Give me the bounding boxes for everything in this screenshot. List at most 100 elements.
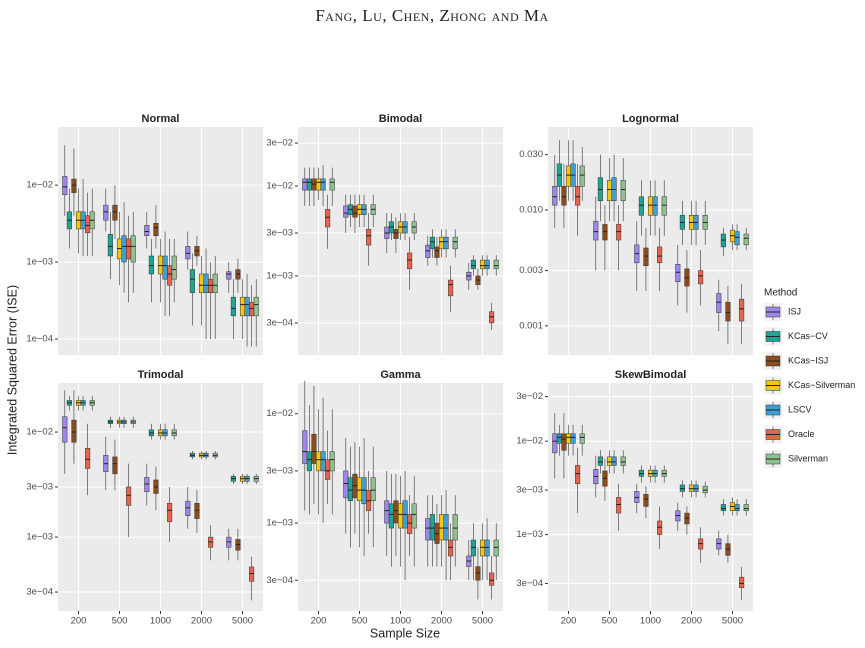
- box: [244, 296, 250, 317]
- box: [606, 180, 613, 202]
- y-tick-label: 3e−04: [516, 578, 543, 589]
- box: [438, 514, 445, 541]
- box: [315, 451, 322, 472]
- y-tick-label: 3e−03: [516, 485, 543, 496]
- box: [448, 279, 454, 297]
- box: [556, 433, 562, 444]
- x-axis-title: Sample Size: [370, 626, 440, 640]
- box: [429, 236, 435, 250]
- box: [112, 204, 118, 221]
- box: [352, 205, 358, 218]
- y-tick-label: 3e−03: [266, 228, 293, 239]
- box: [112, 456, 118, 475]
- box: [315, 178, 322, 191]
- box: [438, 236, 445, 250]
- box: [425, 518, 431, 541]
- box: [561, 433, 567, 451]
- box: [71, 178, 77, 193]
- box: [167, 265, 173, 286]
- box: [597, 456, 603, 466]
- panel-title: Bimodal: [379, 113, 422, 125]
- x-tick-label: 1000: [640, 616, 661, 627]
- box: [606, 456, 613, 466]
- x-tick-label: 2000: [431, 616, 452, 627]
- box: [443, 514, 449, 541]
- box: [103, 204, 109, 221]
- box: [720, 504, 726, 512]
- box: [347, 477, 353, 502]
- box: [157, 255, 164, 275]
- y-tick-label: 1e−03: [26, 532, 53, 543]
- box: [167, 503, 173, 523]
- box: [185, 246, 191, 260]
- x-tick-label: 2000: [191, 616, 212, 627]
- y-tick-label: 1e−03: [26, 257, 53, 268]
- box: [470, 259, 476, 270]
- box: [493, 259, 499, 270]
- box: [602, 224, 608, 241]
- panel-title: Lognormal: [622, 113, 679, 125]
- box: [479, 539, 486, 557]
- box: [484, 539, 490, 557]
- x-tick-label: 5000: [722, 616, 743, 627]
- box: [144, 477, 150, 493]
- box: [688, 484, 695, 492]
- y-tick-label: 0.001: [519, 320, 543, 331]
- y-tick-label: 1e−04: [26, 334, 53, 345]
- y-axis-title: Integrated Squared Error (ISE): [5, 285, 19, 455]
- box: [443, 236, 449, 250]
- y-tick-label: 0.003: [519, 265, 543, 276]
- box: [62, 176, 68, 196]
- box: [657, 246, 663, 264]
- box: [739, 576, 745, 588]
- y-tick-label: 3e−04: [26, 587, 53, 598]
- box: [306, 178, 312, 191]
- box: [470, 539, 476, 557]
- box: [393, 229, 399, 239]
- x-tick-label: 500: [352, 616, 368, 627]
- box: [616, 224, 622, 241]
- box: [311, 433, 317, 464]
- box: [189, 269, 195, 293]
- y-tick-label: 1e−03: [266, 270, 293, 281]
- box: [320, 451, 326, 472]
- y-tick-label: 3e−03: [266, 465, 293, 476]
- y-tick-label: 0.030: [519, 149, 543, 160]
- box: [230, 296, 236, 317]
- box: [657, 520, 663, 535]
- box: [734, 504, 740, 512]
- box: [121, 235, 127, 263]
- box: [407, 514, 413, 534]
- y-tick-label: 1e−02: [26, 180, 53, 191]
- x-tick-label: 200: [311, 616, 327, 627]
- box: [579, 165, 585, 187]
- legend-label: KCas−ISJ: [788, 355, 828, 365]
- box: [208, 278, 214, 293]
- box: [693, 484, 699, 492]
- box: [130, 235, 136, 263]
- panel-title: SkewBimodal: [615, 369, 687, 381]
- box: [162, 255, 168, 280]
- y-tick-label: 3e−02: [516, 391, 543, 402]
- box: [575, 465, 581, 485]
- box: [484, 259, 490, 270]
- box: [643, 247, 649, 266]
- box: [329, 451, 335, 472]
- box: [698, 270, 704, 285]
- box: [616, 497, 622, 514]
- y-tick-label: 3e−02: [266, 138, 293, 149]
- box: [552, 186, 558, 206]
- legend-label: KCas−Silverman: [788, 380, 855, 390]
- y-tick-label: 3e−03: [26, 481, 53, 492]
- legend-label: Silverman: [788, 453, 828, 463]
- x-tick-label: 200: [71, 616, 87, 627]
- box: [329, 178, 335, 191]
- box: [320, 178, 326, 191]
- y-tick-label: 1e−03: [266, 518, 293, 529]
- panel-title: Trimodal: [138, 369, 184, 381]
- box: [611, 456, 617, 466]
- box: [679, 484, 685, 492]
- y-tick-label: 3e−04: [266, 575, 293, 586]
- box: [739, 298, 745, 322]
